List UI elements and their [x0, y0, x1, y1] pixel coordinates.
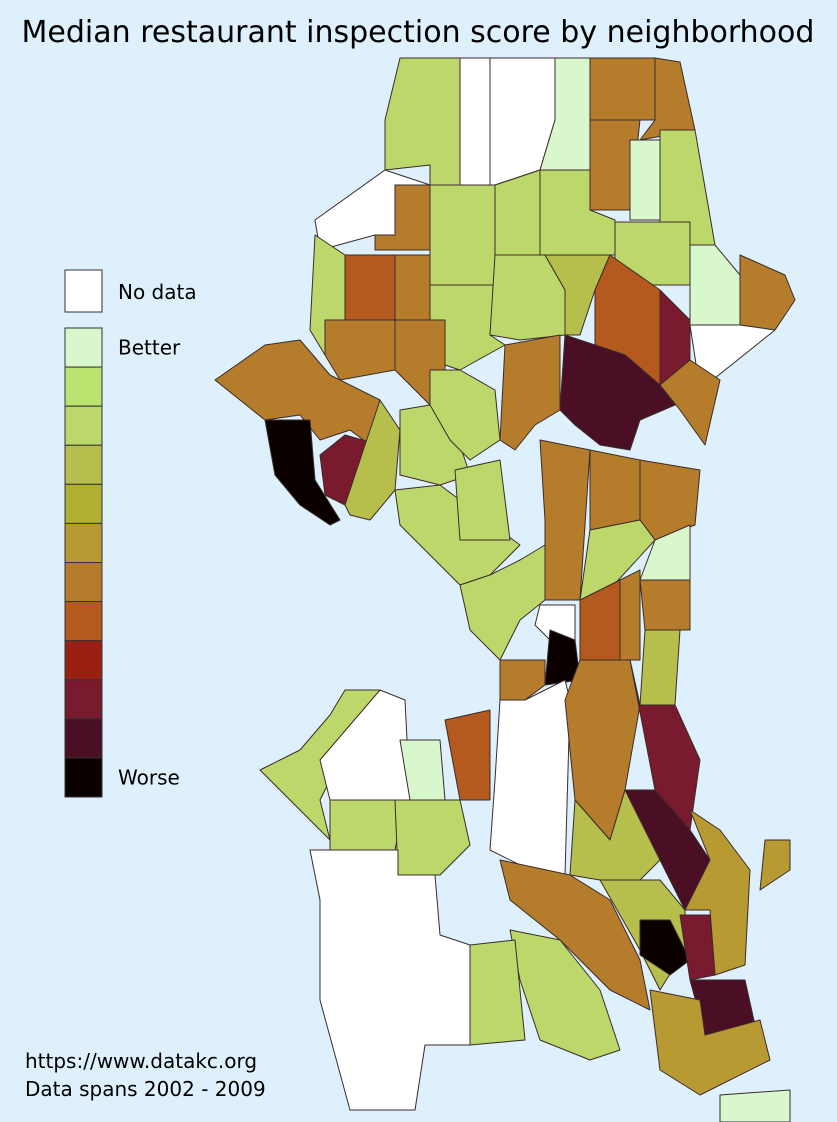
- neighborhood: [394, 254, 431, 321]
- legend-swatch: [64, 562, 103, 603]
- neighborhood: [489, 679, 571, 876]
- neighborhood: [384, 57, 461, 186]
- neighborhood: [759, 839, 791, 891]
- neighborhood: [499, 859, 651, 1011]
- neighborhood: [579, 519, 656, 601]
- legend-swatch: [64, 366, 103, 407]
- legend-swatch: [64, 640, 103, 681]
- neighborhood: [539, 439, 591, 601]
- neighborhood: [344, 254, 396, 321]
- neighborhood: [589, 57, 656, 121]
- neighborhood: [494, 169, 541, 256]
- neighborhood: [469, 939, 526, 1046]
- neighborhood: [659, 359, 721, 446]
- neighborhood: [589, 449, 641, 531]
- legend-label: No data: [118, 280, 197, 304]
- legend-swatch: [64, 483, 103, 524]
- neighborhood: [324, 319, 396, 381]
- neighborhood: [264, 419, 341, 526]
- legend-swatch: [64, 405, 103, 446]
- neighborhood: [509, 929, 621, 1061]
- neighborhood: [429, 369, 501, 461]
- legend-swatch: [64, 718, 103, 759]
- neighborhood: [429, 184, 496, 286]
- legend-swatch: [64, 327, 103, 368]
- neighborhood: [459, 544, 546, 661]
- legend-label: Better: [118, 336, 181, 360]
- neighborhood: [649, 989, 771, 1096]
- neighborhood: [719, 1089, 791, 1122]
- neighborhoods: [214, 57, 796, 1122]
- legend-swatch: [64, 601, 103, 642]
- legend-swatch: [64, 444, 103, 485]
- neighborhood: [454, 459, 511, 541]
- legend: No data Better Worse: [64, 269, 197, 798]
- neighborhood: [739, 254, 796, 331]
- neighborhood: [329, 799, 406, 851]
- neighborhood: [444, 709, 491, 801]
- neighborhood: [639, 579, 691, 631]
- legend-swatch: [64, 679, 103, 720]
- neighborhood: [309, 849, 471, 1111]
- neighborhood: [499, 659, 546, 701]
- neighborhood: [619, 569, 641, 661]
- neighborhood: [629, 139, 661, 221]
- legend-label: Worse: [118, 765, 180, 789]
- neighborhood: [394, 484, 521, 586]
- legend-swatch: [64, 757, 103, 798]
- source-note: https://www.datakc.org: [25, 1049, 257, 1073]
- neighborhood: [639, 919, 691, 976]
- no-data-swatch: [64, 269, 103, 313]
- legend-swatch: [64, 522, 103, 564]
- map-title: Median restaurant inspection score by ne…: [22, 15, 815, 50]
- neighborhood: [559, 334, 676, 451]
- span-note: Data spans 2002 - 2009: [25, 1077, 266, 1101]
- neighborhood: [459, 57, 491, 186]
- neighborhood: [679, 914, 716, 981]
- neighborhood: [639, 629, 681, 706]
